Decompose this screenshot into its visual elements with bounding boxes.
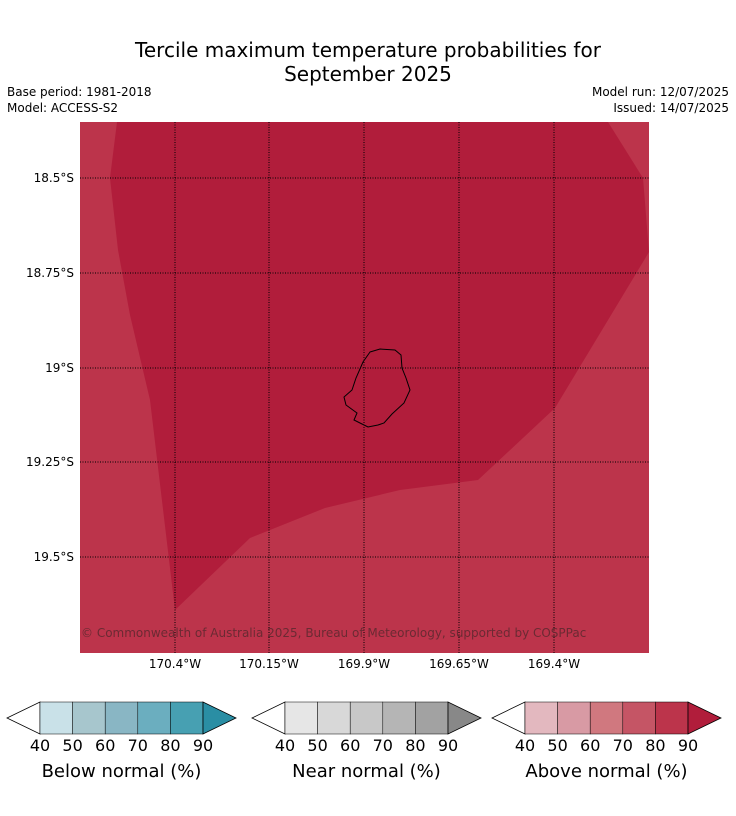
map-gridlines [80, 122, 649, 653]
colorbar-tick-label: 80 [645, 736, 666, 755]
colorbar-tick-label: 70 [612, 736, 633, 755]
colorbar-over-triangle [687, 701, 722, 735]
chart-title: Tercile maximum temperature probabilitie… [0, 38, 736, 86]
colorbar-tick-label: 90 [192, 736, 214, 755]
issued-text: Issued: 14/07/2025 [613, 101, 729, 115]
colorbar-above [491, 701, 722, 735]
lon-label: 170.15°W [239, 657, 299, 671]
colorbar-tick-label: 70 [372, 736, 393, 755]
lat-label: 18.75°S [26, 266, 74, 280]
colorbar-segment [589, 701, 624, 735]
lon-label: 169.4°W [527, 657, 581, 671]
colorbar-near [251, 701, 482, 735]
colorbar-tick-label: 50 [62, 736, 83, 755]
colorbar-segment [72, 701, 106, 735]
colorbar-segment [317, 701, 351, 735]
colorbar-segment [524, 701, 558, 735]
colorbar-segment [170, 701, 204, 735]
colorbar-tick-label: 50 [307, 736, 328, 755]
colorbar-segment [655, 701, 689, 735]
colorbar-below [6, 701, 237, 735]
colorbar-segment [557, 701, 591, 735]
colorbar-segment [104, 701, 139, 735]
colorbar-title: Above normal (%) [525, 761, 688, 782]
colorbar-tick-label: 70 [127, 736, 148, 755]
colorbar-under-triangle [251, 701, 286, 735]
colorbar-under-triangle [6, 701, 41, 735]
model-run-text: Model run: 12/07/2025 [591, 85, 729, 99]
colorbar-over-triangle [202, 701, 237, 735]
colorbar-segment [349, 701, 384, 735]
colorbar-title: Below normal (%) [41, 761, 202, 782]
colorbar-tick-label: 90 [677, 736, 699, 755]
lon-label: 170.4°W [148, 657, 202, 671]
model-text: Model: ACCESS-S2 [7, 101, 119, 115]
colorbar-tick-label: 60 [340, 736, 361, 755]
colorbar-segment [39, 701, 73, 735]
colorbar-segment [137, 701, 171, 735]
colorbar-tick-label: 80 [160, 736, 181, 755]
meta-left: Base period: 1981-2018 Model: ACCESS-S2 [7, 84, 152, 116]
colorbar-tick-label: 60 [95, 736, 116, 755]
colorbar-tick-label: 40 [514, 736, 536, 755]
colorbar-under-triangle [491, 701, 526, 735]
lat-label: 19.25°S [26, 455, 74, 469]
colorbar-segment [382, 701, 416, 735]
title-line-2: September 2025 [284, 62, 452, 86]
base-period-text: Base period: 1981-2018 [7, 85, 152, 99]
meta-right: Model run: 12/07/2025 Issued: 14/07/2025 [592, 84, 729, 116]
title-line-1: Tercile maximum temperature probabilitie… [135, 38, 601, 62]
colorbar-tick-label: 40 [29, 736, 51, 755]
island-outline [343, 348, 411, 428]
lat-label: 19°S [45, 361, 74, 375]
colorbar-tick-label: 50 [547, 736, 568, 755]
colorbar-tick-label: 80 [405, 736, 426, 755]
colorbar-title: Near normal (%) [292, 761, 441, 782]
colorbar-segment [415, 701, 449, 735]
colorbar-segment [622, 701, 656, 735]
lon-label: 169.9°W [337, 657, 391, 671]
colorbar-segment [284, 701, 318, 735]
copyright-text: © Commonwealth of Australia 2025, Bureau… [81, 626, 587, 640]
colorbar-tick-label: 90 [437, 736, 459, 755]
lat-label: 18.5°S [33, 171, 74, 185]
lat-label: 19.5°S [33, 550, 74, 564]
colorbar-tick-label: 40 [274, 736, 296, 755]
colorbar-tick-label: 60 [580, 736, 601, 755]
colorbar-over-triangle [447, 701, 482, 735]
high-probability-region [110, 122, 649, 610]
lon-label: 169.65°W [429, 657, 489, 671]
